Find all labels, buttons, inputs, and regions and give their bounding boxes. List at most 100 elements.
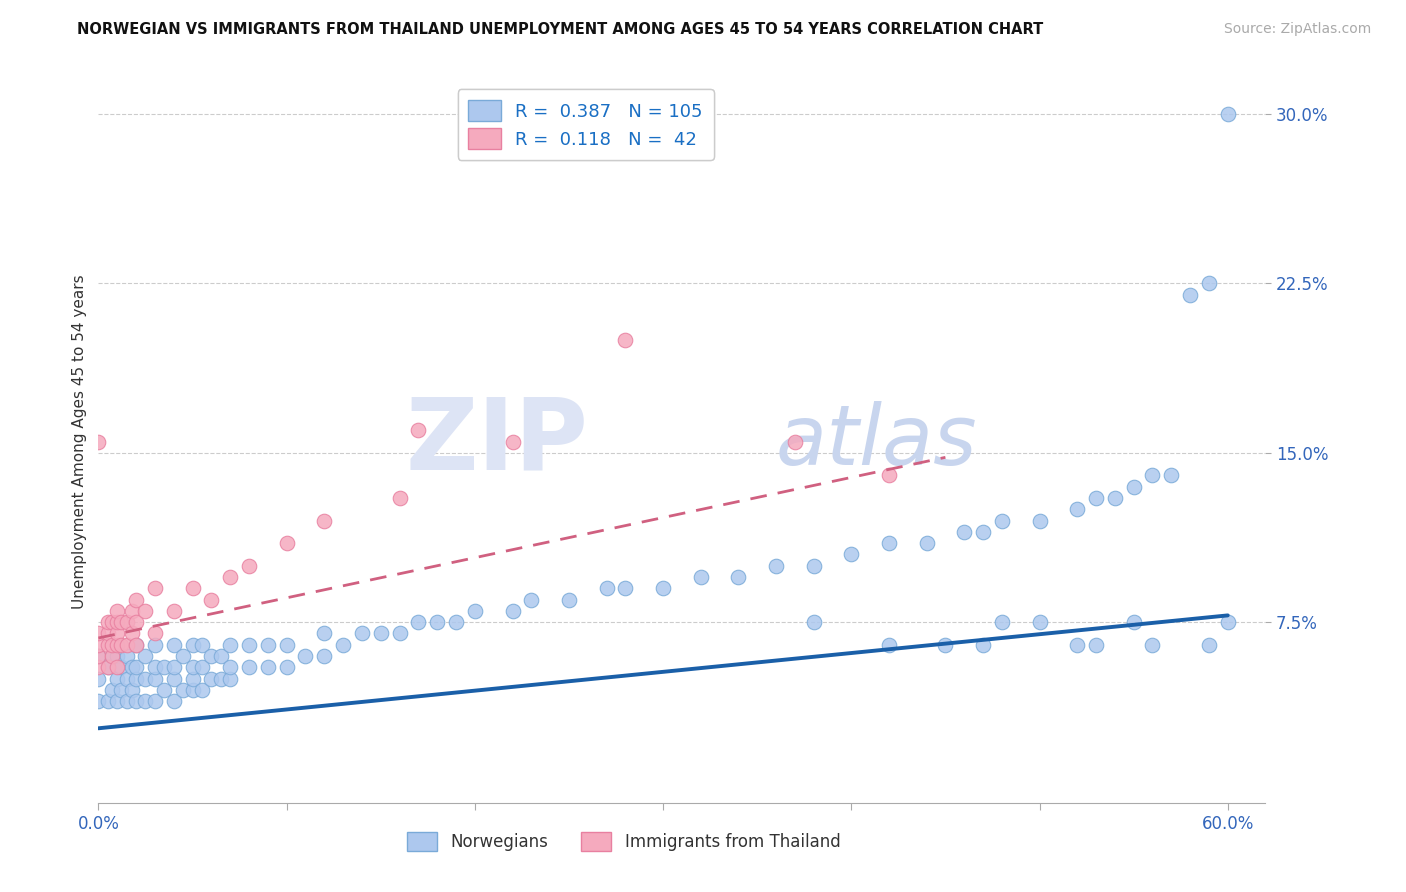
- Point: [256, 638, 278, 652]
- Point: [115, 694, 138, 708]
- Point: [314, 648, 336, 663]
- Point: [153, 660, 176, 674]
- Point: [87, 626, 110, 640]
- Point: [125, 694, 148, 708]
- Point: [191, 682, 214, 697]
- Point: [115, 638, 138, 652]
- Point: [125, 638, 148, 652]
- Text: ZIP: ZIP: [406, 393, 589, 490]
- Point: [1142, 468, 1164, 483]
- Point: [125, 615, 148, 630]
- Point: [100, 638, 122, 652]
- Point: [294, 648, 316, 663]
- Point: [426, 615, 449, 630]
- Point: [105, 638, 128, 652]
- Point: [238, 558, 260, 573]
- Point: [105, 615, 128, 630]
- Point: [388, 626, 411, 640]
- Point: [1178, 287, 1201, 301]
- Point: [97, 615, 120, 630]
- Point: [163, 694, 186, 708]
- Point: [87, 672, 110, 686]
- Point: [87, 648, 110, 663]
- Point: [121, 660, 143, 674]
- Y-axis label: Unemployment Among Ages 45 to 54 years: Unemployment Among Ages 45 to 54 years: [72, 274, 87, 609]
- Point: [191, 660, 214, 674]
- Point: [97, 660, 120, 674]
- Point: [105, 672, 128, 686]
- Point: [238, 660, 260, 674]
- Point: [181, 672, 204, 686]
- Point: [121, 626, 143, 640]
- Point: [689, 570, 711, 584]
- Point: [121, 682, 143, 697]
- Point: [1028, 514, 1050, 528]
- Point: [125, 592, 148, 607]
- Point: [191, 638, 214, 652]
- Point: [143, 672, 166, 686]
- Point: [181, 582, 204, 596]
- Point: [110, 682, 132, 697]
- Point: [1122, 480, 1144, 494]
- Point: [314, 514, 336, 528]
- Point: [125, 638, 148, 652]
- Point: [97, 694, 120, 708]
- Point: [163, 638, 186, 652]
- Point: [595, 582, 617, 596]
- Point: [464, 604, 486, 618]
- Point: [97, 626, 120, 640]
- Point: [125, 672, 148, 686]
- Point: [972, 524, 994, 539]
- Point: [100, 648, 122, 663]
- Text: NORWEGIAN VS IMMIGRANTS FROM THAILAND UNEMPLOYMENT AMONG AGES 45 TO 54 YEARS COR: NORWEGIAN VS IMMIGRANTS FROM THAILAND UN…: [77, 22, 1043, 37]
- Point: [181, 638, 204, 652]
- Point: [727, 570, 749, 584]
- Point: [181, 660, 204, 674]
- Point: [1104, 491, 1126, 505]
- Point: [276, 660, 298, 674]
- Point: [115, 648, 138, 663]
- Point: [1142, 638, 1164, 652]
- Point: [134, 604, 156, 618]
- Point: [143, 638, 166, 652]
- Point: [783, 434, 806, 449]
- Point: [614, 333, 637, 347]
- Point: [408, 615, 430, 630]
- Point: [121, 604, 143, 618]
- Point: [1198, 638, 1220, 652]
- Point: [1085, 491, 1108, 505]
- Point: [110, 615, 132, 630]
- Point: [105, 660, 128, 674]
- Point: [1085, 638, 1108, 652]
- Point: [765, 558, 787, 573]
- Point: [502, 604, 524, 618]
- Point: [97, 638, 120, 652]
- Point: [219, 570, 242, 584]
- Point: [143, 626, 166, 640]
- Point: [991, 514, 1014, 528]
- Point: [181, 682, 204, 697]
- Point: [238, 638, 260, 652]
- Point: [877, 638, 900, 652]
- Point: [110, 660, 132, 674]
- Point: [1122, 615, 1144, 630]
- Point: [915, 536, 938, 550]
- Text: Source: ZipAtlas.com: Source: ZipAtlas.com: [1223, 22, 1371, 37]
- Point: [502, 434, 524, 449]
- Point: [87, 638, 110, 652]
- Point: [209, 672, 232, 686]
- Point: [219, 660, 242, 674]
- Point: [614, 582, 637, 596]
- Point: [332, 638, 354, 652]
- Point: [803, 615, 825, 630]
- Point: [100, 615, 122, 630]
- Point: [219, 638, 242, 652]
- Point: [388, 491, 411, 505]
- Point: [276, 536, 298, 550]
- Point: [143, 660, 166, 674]
- Point: [209, 648, 232, 663]
- Point: [163, 604, 186, 618]
- Point: [110, 638, 132, 652]
- Point: [991, 615, 1014, 630]
- Point: [105, 604, 128, 618]
